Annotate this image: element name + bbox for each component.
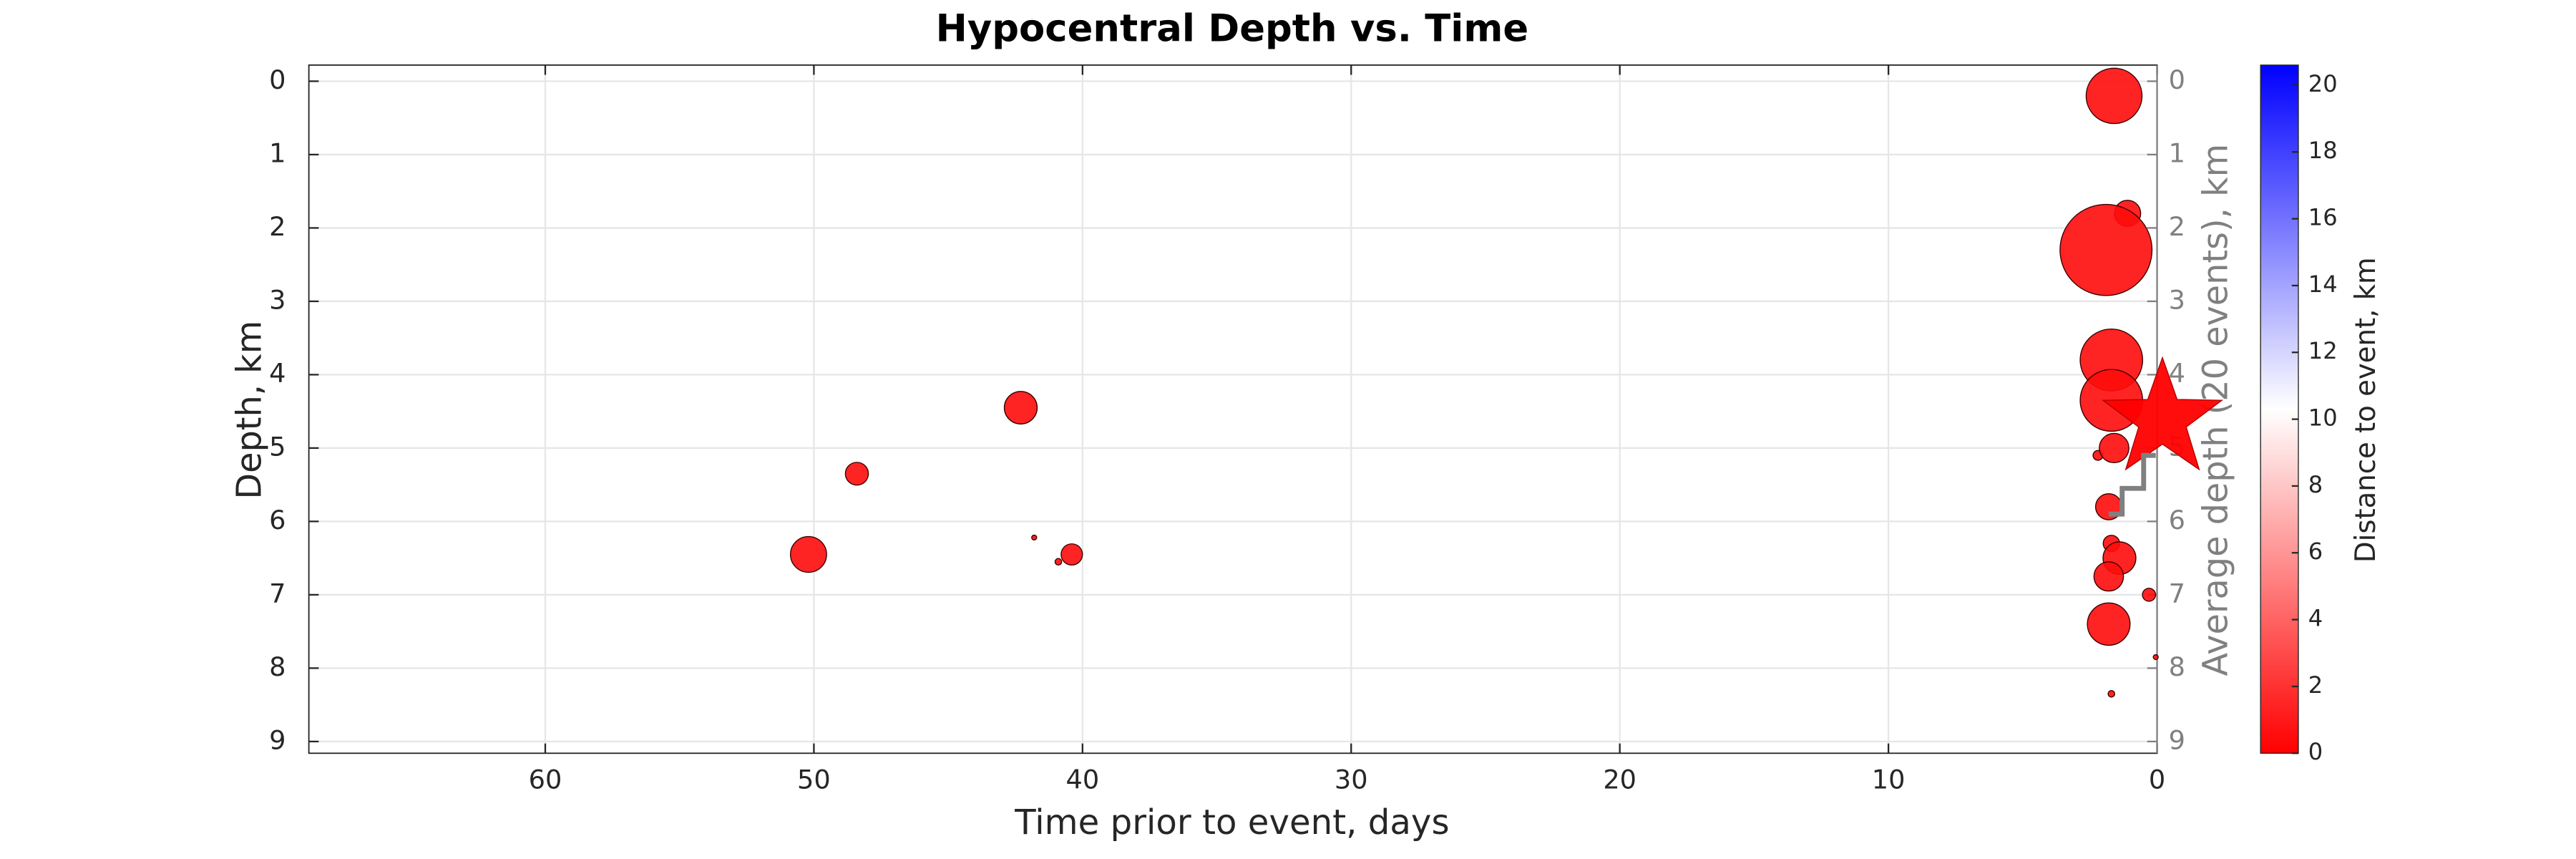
average-depth-line — [2108, 452, 2156, 517]
data-point — [1003, 391, 1038, 424]
x-tick-label: 10 — [1872, 765, 1906, 795]
y2-tick-label: 1 — [2169, 138, 2185, 169]
x-tick-label: 60 — [529, 765, 562, 795]
data-point — [2107, 690, 2115, 698]
y-tick-label: 9 — [269, 724, 286, 755]
data-point — [1031, 534, 1038, 541]
colorbar-tick-label: 4 — [2308, 605, 2323, 632]
colorbar-tick-label: 18 — [2308, 137, 2338, 164]
data-point — [2152, 654, 2159, 661]
y-axis-label: Depth, km — [229, 321, 269, 500]
colorbar-tick-label: 0 — [2308, 738, 2323, 765]
data-point — [1060, 543, 1083, 566]
y-tick-label: 2 — [269, 211, 286, 242]
colorbar-tick-label: 8 — [2308, 471, 2323, 498]
data-point — [2087, 602, 2131, 646]
y2-tick-label: 9 — [2169, 724, 2185, 755]
y2-tick-label: 3 — [2169, 285, 2185, 316]
y-tick-label: 4 — [269, 358, 286, 389]
y-tick-label: 6 — [269, 505, 286, 535]
y-tick-label: 0 — [269, 64, 286, 95]
y2-tick-label: 7 — [2169, 578, 2185, 609]
data-point — [2142, 588, 2157, 602]
y-tick-label: 1 — [269, 138, 286, 169]
x-tick-label: 20 — [1603, 765, 1636, 795]
y-tick-label: 5 — [269, 432, 286, 462]
data-point — [2093, 561, 2124, 592]
data-point — [789, 535, 827, 573]
colorbar-tick-label: 10 — [2308, 404, 2338, 432]
y2-tick-label: 6 — [2169, 505, 2185, 535]
plot-area — [308, 64, 2157, 754]
x-tick-label: 50 — [797, 765, 831, 795]
x-axis-label: Time prior to event, days — [1014, 802, 1449, 843]
colorbar — [2260, 64, 2299, 754]
y-tick-label: 8 — [269, 651, 286, 682]
data-point — [844, 462, 869, 486]
data-point — [2099, 432, 2129, 464]
colorbar-tick-label: 2 — [2308, 671, 2323, 699]
data-point — [2085, 67, 2143, 125]
colorbar-tick-label: 14 — [2308, 271, 2338, 298]
y2-tick-label: 8 — [2169, 651, 2185, 682]
data-point — [1054, 558, 1063, 566]
y-tick-label: 3 — [269, 285, 286, 316]
x-tick-label: 0 — [2149, 765, 2165, 795]
main-event — [2102, 356, 2224, 471]
colorbar-tick-label: 16 — [2308, 204, 2338, 231]
data-point — [2059, 203, 2153, 296]
colorbar-tick-label: 20 — [2308, 70, 2338, 97]
y2-tick-label: 0 — [2169, 64, 2185, 95]
colorbar-tick-label: 12 — [2308, 337, 2338, 364]
colorbar-tick-label: 6 — [2308, 538, 2323, 565]
y2-tick-label: 2 — [2169, 211, 2185, 242]
x-tick-label: 30 — [1335, 765, 1368, 795]
colorbar-label: Distance to event, km — [2350, 257, 2382, 563]
y2-tick-label: 4 — [2169, 358, 2185, 389]
x-tick-label: 40 — [1065, 765, 1099, 795]
chart-title: Hypocentral Depth vs. Time — [936, 7, 1529, 51]
y-tick-label: 7 — [269, 578, 286, 609]
